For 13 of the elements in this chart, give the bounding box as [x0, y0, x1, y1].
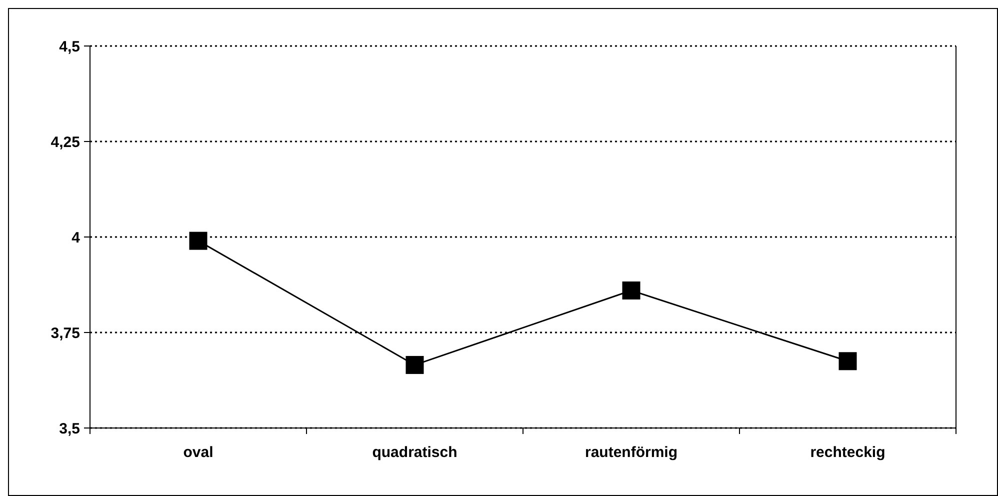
point	[622, 281, 640, 300]
x-tick-label: rechteckig	[810, 444, 886, 461]
y-tick-label: 4	[72, 229, 81, 246]
point	[189, 232, 208, 250]
point	[838, 352, 857, 370]
x-tick-label: oval	[183, 444, 214, 461]
y-tick-label: 3,5	[59, 420, 80, 438]
x-tick-label: rautenförmig	[584, 444, 678, 461]
y-tick-label: 4,25	[50, 134, 80, 151]
x-tick-label: quadratisch	[372, 444, 458, 461]
y-tick-label: 3,75	[50, 324, 80, 342]
point	[406, 356, 424, 374]
y-tick-label: 4,5	[59, 38, 80, 56]
